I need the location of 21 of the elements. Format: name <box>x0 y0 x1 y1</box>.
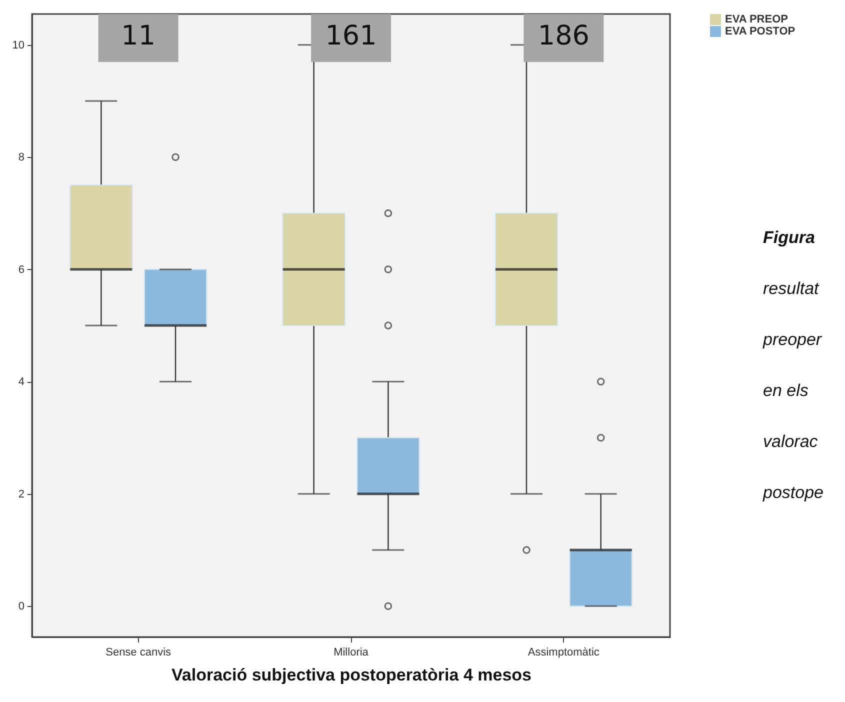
text: resultat <box>763 278 820 300</box>
y-tick-label: 8 <box>18 152 24 164</box>
y-tick-label: 10 <box>12 39 24 52</box>
y-tick-label: 6 <box>18 264 24 276</box>
y-tick-label: 4 <box>18 376 24 388</box>
x-tick-label: Milloria <box>334 646 370 658</box>
legend-label: EVA POSTOP <box>725 26 796 38</box>
text: postope <box>763 482 824 504</box>
annotation: 11 <box>121 20 156 52</box>
text: preoper <box>763 329 823 351</box>
text: valorac <box>763 431 819 453</box>
text: Figura <box>763 227 816 249</box>
x-tick-label: Assimptomàtic <box>528 646 600 658</box>
y-tick-label: 0 <box>18 600 24 613</box>
annotation: 186 <box>538 20 590 52</box>
text: en els <box>763 380 810 402</box>
annotation: 161 <box>325 20 377 52</box>
x-axis-title: Valoració subjectiva postoperatòria 4 mesos <box>172 666 532 684</box>
x-tick-label: Sense canvis <box>106 646 172 658</box>
legend-label: EVA PREOP <box>725 14 788 26</box>
y-tick-label: 2 <box>18 488 24 500</box>
